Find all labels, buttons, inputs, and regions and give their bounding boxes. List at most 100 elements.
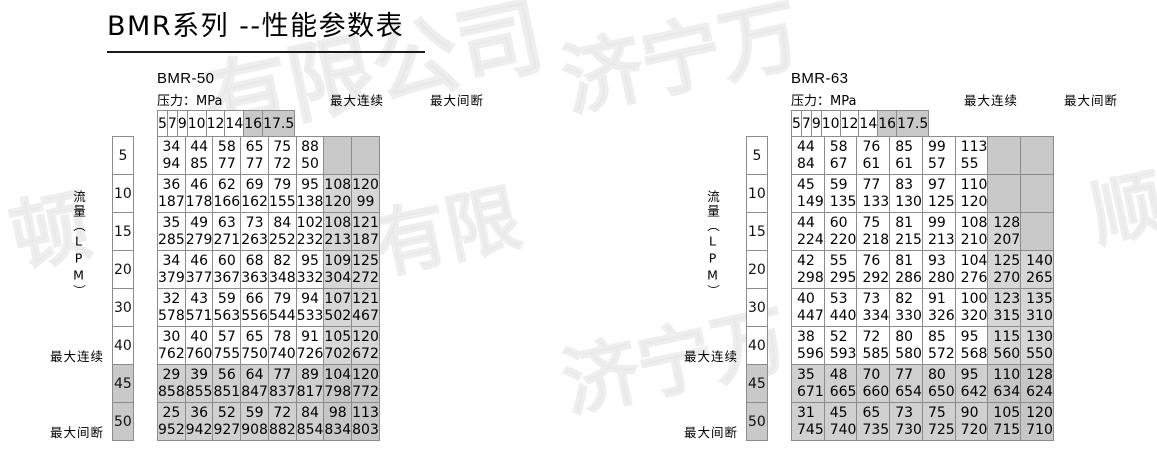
- speed-value: 295: [829, 269, 857, 286]
- data-cell: 83 130: [889, 174, 923, 213]
- data-cell: 110 120: [954, 174, 989, 213]
- data-cell: 113 803: [351, 402, 380, 441]
- pressure-header-cell: 16: [877, 110, 898, 137]
- torque-value: 64: [245, 366, 264, 383]
- data-cell: 45 740: [823, 402, 858, 441]
- torque-value: 31: [797, 404, 815, 421]
- torque-value: 42: [797, 252, 815, 269]
- pressure-header-cell: 7: [800, 110, 812, 137]
- speed-value: 671: [797, 383, 824, 400]
- pressure-header-grid: 5 7 9 10 12 14 16 17.5: [157, 110, 296, 137]
- speed-value: 348: [268, 269, 296, 286]
- data-cell: 60 220: [823, 212, 858, 251]
- row-note-max-intermittent: 最大间断: [683, 425, 738, 440]
- performance-data-grid: 44 84 58 67 76 61 85 61 99 57 113 55 45 149 59 135 77 133…: [791, 136, 1054, 441]
- flow-row-label: 30: [746, 288, 768, 327]
- torque-value: 70: [862, 366, 881, 383]
- speed-value: 363: [241, 269, 268, 286]
- speed-value: 502: [324, 307, 352, 324]
- data-cell: 79 155: [267, 174, 297, 213]
- speed-value: 735: [862, 421, 890, 438]
- table-row: 34 379 46 377 60 367 68 363 82 348 95 332 109 304 125 2…: [157, 250, 380, 289]
- speed-value: 563: [213, 307, 241, 324]
- speed-value: 187: [158, 193, 185, 210]
- data-cell: 44 224: [791, 212, 825, 251]
- speed-value: 292: [862, 269, 890, 286]
- torque-value: 82: [273, 252, 292, 269]
- data-cell: 60 367: [212, 250, 242, 289]
- torque-value: 125: [352, 252, 379, 269]
- data-cell: 75 72: [267, 136, 297, 175]
- speed-value: 67: [829, 155, 848, 172]
- data-cell: 91 726: [295, 326, 325, 365]
- speed-value: 467: [352, 307, 379, 324]
- data-cell: 73 730: [889, 402, 923, 441]
- table-row: 38 596 52 593 72 585 80 580 85 572 95 568 115 560 130 5…: [791, 326, 1054, 365]
- torque-value: 85: [927, 328, 946, 345]
- torque-value: 45: [797, 176, 815, 193]
- torque-value: 120: [352, 328, 379, 345]
- data-cell-empty: [323, 136, 353, 175]
- torque-value: 60: [217, 252, 236, 269]
- watermark-text: 顺: [1083, 160, 1157, 258]
- data-cell: 90 720: [954, 402, 989, 441]
- speed-value: 166: [213, 193, 241, 210]
- torque-value: 108: [960, 214, 988, 231]
- data-cell: 35 285: [157, 212, 186, 251]
- speed-value: 596: [797, 345, 824, 362]
- performance-data-grid: 34 94 44 85 58 77 65 77 75 72 88 50 36 187 46 178 62 166 6…: [157, 136, 380, 441]
- speed-value: 585: [862, 345, 890, 362]
- speed-value: 149: [797, 193, 824, 210]
- data-cell: 125 272: [351, 250, 380, 289]
- torque-value: 57: [217, 328, 236, 345]
- torque-value: 107: [324, 290, 352, 307]
- speed-value: 279: [185, 231, 213, 248]
- data-cell: 65 735: [856, 402, 891, 441]
- torque-value: 56: [217, 366, 236, 383]
- speed-value: 187: [352, 231, 379, 248]
- pressure-header-cell: 14: [224, 110, 245, 137]
- torque-value: 85: [895, 138, 914, 155]
- torque-value: 38: [797, 328, 815, 345]
- torque-value: 30: [162, 328, 181, 345]
- data-cell: 65 750: [240, 326, 269, 365]
- data-cell: 97 125: [921, 174, 956, 213]
- speed-value: 798: [324, 383, 352, 400]
- torque-value: 76: [862, 138, 881, 155]
- data-cell: 75 218: [856, 212, 891, 251]
- speed-value: 207: [993, 231, 1021, 248]
- data-cell: 120 772: [351, 364, 380, 403]
- speed-value: 650: [927, 383, 955, 400]
- flow-row-label: 45: [746, 364, 768, 403]
- data-cell: 73 334: [856, 288, 891, 327]
- table-row: 25 952 36 942 52 927 59 908 72 882 84 854 98 834 113 80…: [157, 402, 380, 441]
- speed-value: 367: [213, 269, 241, 286]
- data-cell: 110 634: [987, 364, 1022, 403]
- data-cell: 40 447: [791, 288, 825, 327]
- data-cell: 120 99: [351, 174, 380, 213]
- speed-value: 232: [296, 231, 324, 248]
- table-row: 44 84 58 67 76 61 85 61 99 57 113 55: [791, 136, 1054, 175]
- data-cell: 31 745: [791, 402, 825, 441]
- table-row: 31 745 45 740 65 735 73 730 75 725 90 720 105 715 120 7…: [791, 402, 1054, 441]
- torque-value: 98: [328, 404, 347, 421]
- data-cell: 81 215: [889, 212, 923, 251]
- table-row: 36 187 46 178 62 166 69 162 79 155 95 138 108 120 120 9…: [157, 174, 380, 213]
- data-cell: 73 263: [240, 212, 269, 251]
- torque-value: 105: [993, 404, 1021, 421]
- torque-value: 77: [273, 366, 292, 383]
- speed-value: 571: [185, 307, 213, 324]
- data-cell-empty: [1020, 174, 1054, 213]
- torque-value: 100: [960, 290, 988, 307]
- pressure-unit-label: 压力：MPa: [791, 94, 857, 109]
- torque-value: 95: [960, 366, 979, 383]
- table-row: 34 94 44 85 58 77 65 77 75 72 88 50: [157, 136, 380, 175]
- torque-value: 113: [960, 138, 988, 155]
- speed-value: 855: [185, 383, 213, 400]
- speed-value: 85: [190, 155, 209, 172]
- speed-value: 817: [296, 383, 324, 400]
- torque-value: 59: [245, 404, 264, 421]
- torque-value: 99: [927, 138, 946, 155]
- speed-value: 760: [185, 345, 213, 362]
- speed-value: 660: [862, 383, 890, 400]
